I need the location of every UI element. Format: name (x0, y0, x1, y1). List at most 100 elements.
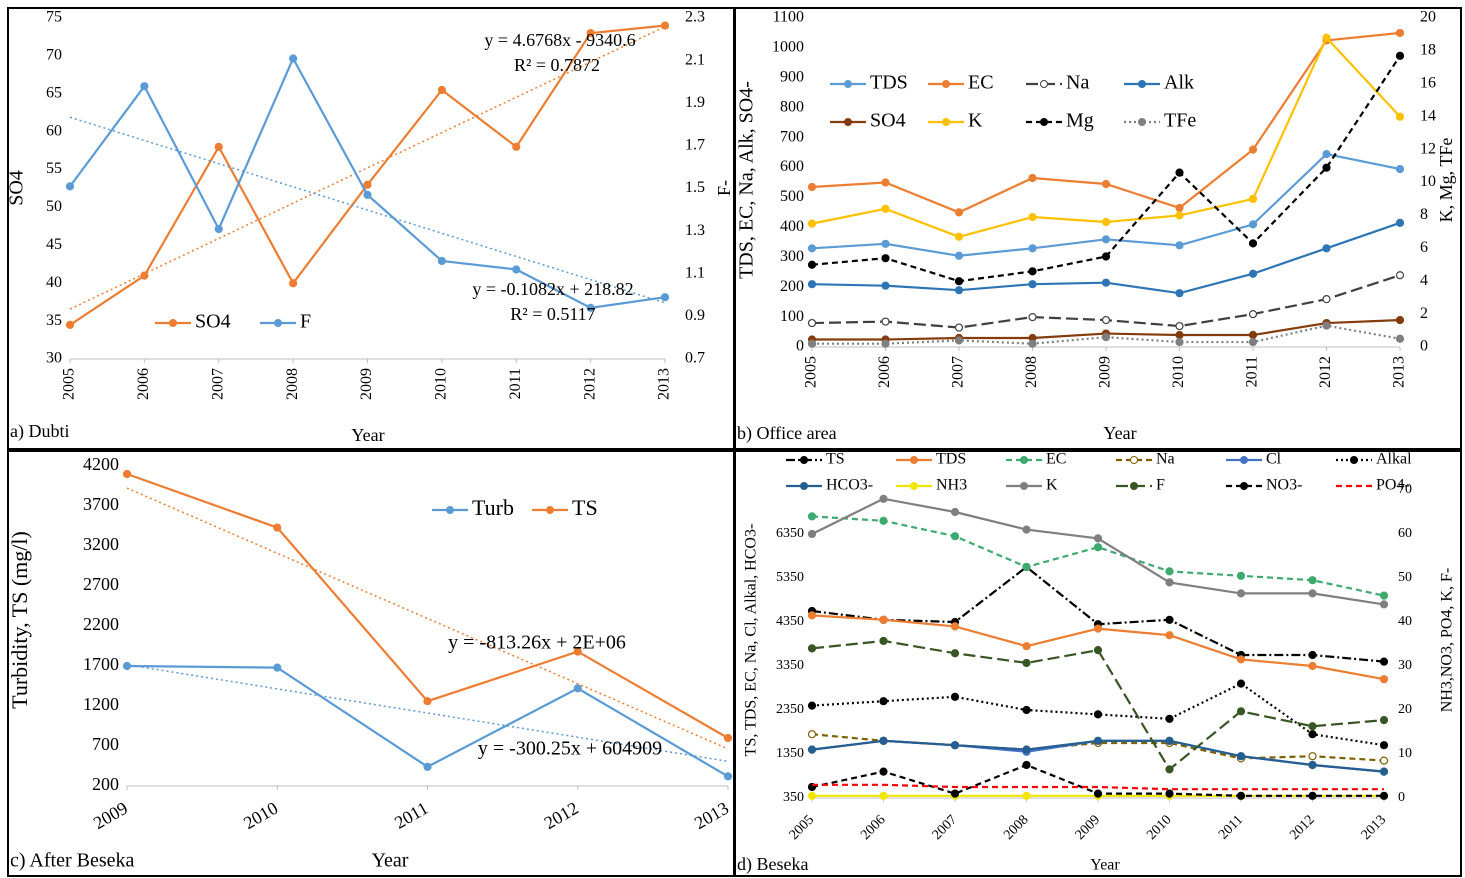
data-point (1022, 791, 1031, 800)
legend-label: Turb (472, 495, 514, 520)
data-point (1395, 164, 1405, 174)
y2-tick-label: 0.9 (685, 307, 705, 324)
x-tick-label: 2007 (950, 356, 967, 388)
x-axis-title: Year (351, 425, 384, 445)
legend-marker (844, 118, 852, 126)
x-tick-label: 2008 (1001, 812, 1031, 842)
data-point (1379, 756, 1389, 765)
legend-marker (1240, 482, 1248, 490)
data-point (881, 339, 890, 348)
y-tick-label: 700 (780, 128, 804, 145)
y-tick-label: 40 (46, 274, 62, 291)
panel-frame (734, 7, 1462, 450)
panel-label: c) After Beseka (10, 850, 135, 872)
y-tick-label: 30 (46, 350, 62, 367)
y-tick-label: 45 (46, 236, 62, 253)
y2-tick-label: 14 (1420, 107, 1436, 124)
data-point (879, 636, 888, 646)
data-point (950, 692, 960, 701)
data-point (1101, 278, 1111, 287)
data-point (1175, 321, 1184, 331)
data-point (950, 741, 960, 750)
legend-marker (446, 506, 454, 514)
x-tick-label: 2009 (358, 368, 375, 400)
y2-tick-label: 10 (1420, 173, 1436, 190)
y-tick-label: 5350 (776, 570, 804, 585)
data-point (1379, 675, 1389, 684)
legend-label: F (300, 311, 311, 333)
data-point (1322, 163, 1331, 172)
x-tick-label: 2009 (1097, 356, 1114, 388)
y-tick-label: 300 (780, 248, 804, 265)
data-point (660, 21, 670, 30)
data-point (1236, 589, 1246, 598)
legend-label: TFe (1164, 110, 1196, 132)
data-point (954, 208, 964, 217)
y2-tick-label: 1.1 (685, 264, 705, 281)
y2-axis-title: F- (714, 180, 734, 196)
data-point (1093, 710, 1103, 719)
y2-tick-label: 0 (1420, 338, 1428, 355)
y-tick-label: 500 (780, 188, 804, 205)
y-tick-label: 70 (46, 47, 62, 64)
data-point (214, 224, 223, 234)
legend-marker (1138, 118, 1146, 126)
panel-label: d) Beseka (737, 854, 808, 875)
data-point (140, 82, 149, 91)
data-point (1308, 589, 1317, 598)
legend-marker (910, 456, 918, 464)
data-point (950, 649, 960, 658)
y-tick-label: 6350 (776, 526, 804, 541)
data-point (1028, 280, 1037, 289)
y-tick-label: 800 (780, 98, 804, 115)
legend-marker (910, 482, 918, 490)
x-tick-label: 2007 (209, 368, 226, 400)
data-point (423, 762, 432, 771)
data-point (289, 279, 298, 288)
data-point (1093, 624, 1103, 633)
data-point (1028, 267, 1037, 276)
data-point (1101, 252, 1111, 261)
data-point (1248, 220, 1258, 229)
data-point (879, 767, 888, 776)
x-tick-label: 2010 (240, 798, 281, 833)
y2-tick-label: 10 (1398, 746, 1412, 761)
trendline (126, 663, 729, 763)
series-line (811, 639, 1385, 772)
data-point (1395, 218, 1405, 227)
y2-tick-label: 2.3 (685, 9, 705, 26)
trend-equation: y = -300.25x + 604909 (478, 738, 662, 760)
legend-label: F (1156, 477, 1165, 494)
x-tick-label: 2005 (61, 368, 78, 400)
x-tick-label: 2007 (930, 812, 960, 842)
data-point (881, 317, 890, 326)
x-tick-label: 2012 (1317, 356, 1334, 388)
y2-tick-label: 16 (1420, 74, 1436, 91)
y-tick-label: 1200 (83, 694, 119, 714)
y-tick-label: 3700 (83, 494, 119, 514)
data-point (1093, 534, 1103, 543)
legend-marker (1350, 456, 1358, 464)
legend-marker (844, 80, 852, 88)
x-tick-label: 2006 (135, 368, 152, 400)
x-tick-label: 2012 (1287, 812, 1317, 842)
legend-marker (942, 118, 950, 126)
data-point (1175, 289, 1184, 298)
legend-label: Cl (1266, 451, 1282, 468)
data-point (1165, 789, 1174, 798)
data-point (1165, 736, 1174, 745)
y2-tick-label: 30 (1398, 658, 1412, 673)
data-point (1165, 631, 1174, 640)
legend-marker (1040, 80, 1048, 88)
y2-tick-label: 18 (1420, 42, 1436, 59)
data-point (954, 336, 964, 345)
y-axis-title: TS, TDS, EC, Na, Cl, Alkal, HCO3- (743, 524, 760, 757)
legend-label: SO4 (870, 110, 906, 132)
data-point (1101, 179, 1111, 189)
data-point (1379, 591, 1389, 600)
x-tick-label: 2009 (1073, 812, 1103, 842)
data-point (807, 611, 817, 620)
data-point (214, 142, 223, 151)
y2-tick-label: 50 (1398, 570, 1412, 585)
data-point (950, 789, 960, 798)
